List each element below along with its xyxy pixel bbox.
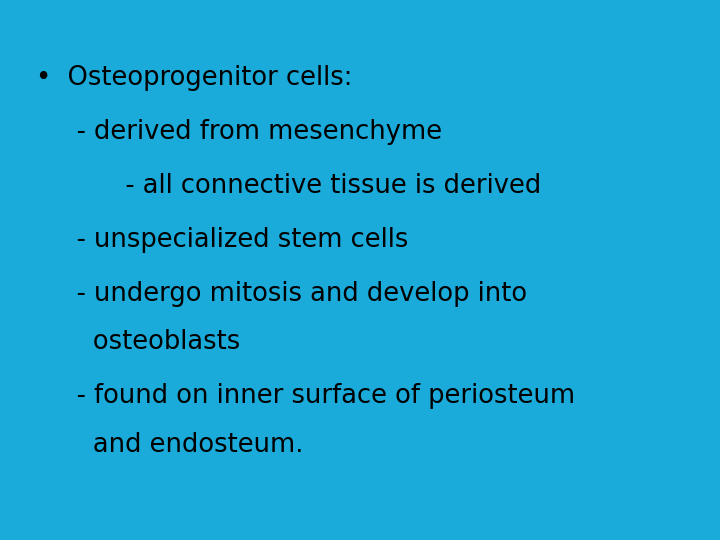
Text: - found on inner surface of periosteum: - found on inner surface of periosteum: [36, 383, 575, 409]
Text: osteoblasts: osteoblasts: [36, 329, 240, 355]
Text: - undergo mitosis and develop into: - undergo mitosis and develop into: [36, 281, 527, 307]
Text: - all connective tissue is derived: - all connective tissue is derived: [36, 173, 541, 199]
Text: and endosteum.: and endosteum.: [36, 432, 303, 458]
Text: - derived from mesenchyme: - derived from mesenchyme: [36, 119, 442, 145]
Text: •  Osteoprogenitor cells:: • Osteoprogenitor cells:: [36, 65, 352, 91]
Text: - unspecialized stem cells: - unspecialized stem cells: [36, 227, 408, 253]
